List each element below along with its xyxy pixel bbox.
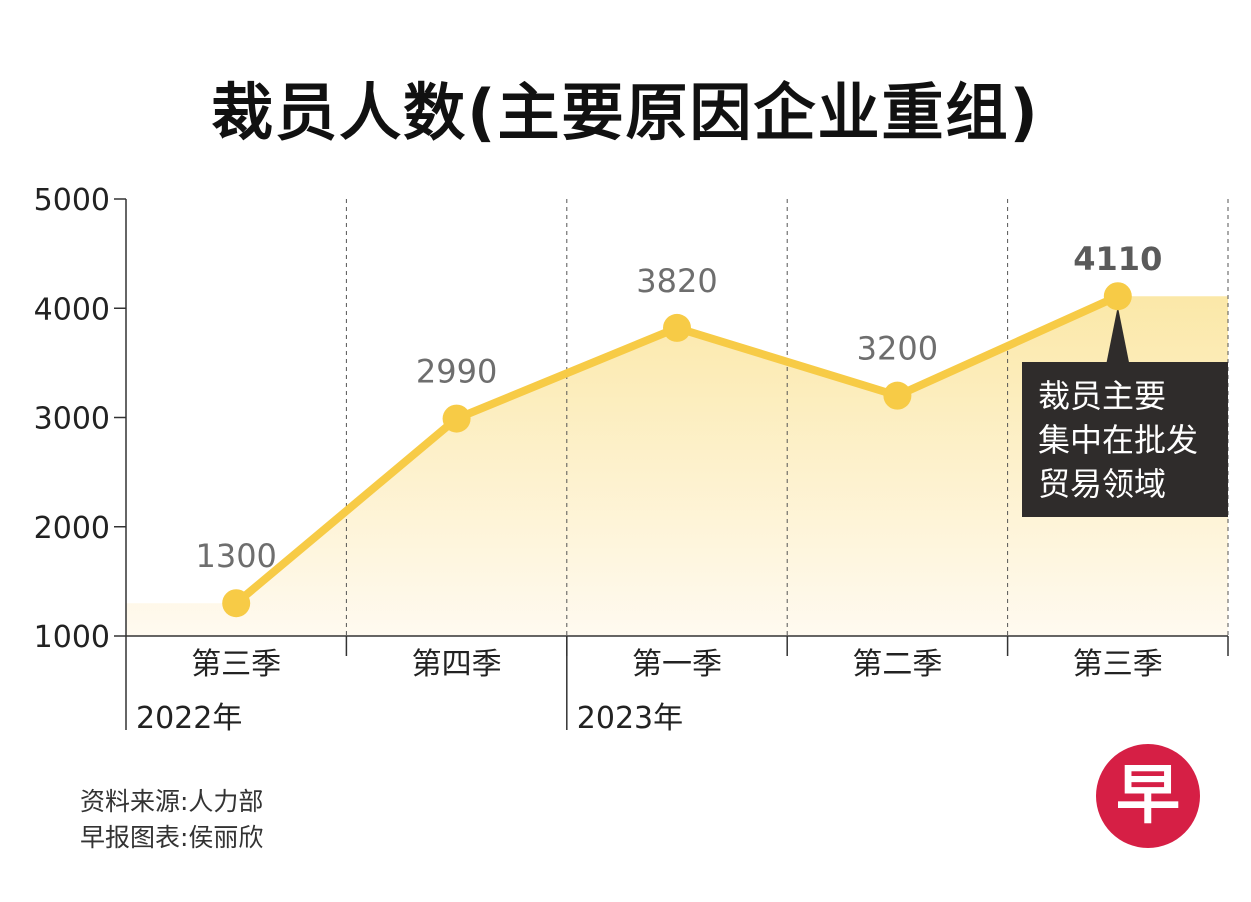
y-tick-label: 1000: [34, 620, 110, 655]
x-tick-label: 第一季: [632, 647, 722, 682]
x-tick-label: 第二季: [852, 647, 942, 682]
data-point: [1103, 282, 1132, 311]
y-tick-label: 5000: [34, 183, 110, 218]
callout-pointer: [1105, 306, 1130, 367]
y-tick-label: 2000: [34, 511, 110, 546]
annotation-box: 裁员主要 集中在批发 贸易领域: [1022, 362, 1228, 517]
x-tick-label: 第三季: [1073, 647, 1163, 682]
data-point: [663, 313, 691, 342]
data-label: 3820: [636, 262, 717, 300]
annotation-line: 贸易领域: [1038, 465, 1167, 503]
area-fill: [126, 296, 1228, 636]
data-label: 1300: [195, 537, 276, 575]
data-point: [222, 589, 251, 618]
source-note: 资料来源:人力部: [80, 787, 264, 816]
data-label: 4110: [1073, 240, 1162, 278]
annotation-line: 裁员主要: [1038, 377, 1167, 415]
chart-title: 裁员人数(主要原因企业重组): [211, 76, 1040, 149]
data-point: [883, 381, 912, 410]
annotation-line: 集中在批发: [1038, 421, 1199, 459]
data-label: 3200: [857, 330, 938, 368]
year-label: 2022年: [136, 701, 242, 736]
year-label: 2023年: [577, 701, 683, 736]
zaobao-logo: 早: [1096, 744, 1200, 848]
x-tick-label: 第四季: [412, 647, 502, 682]
y-tick-label: 3000: [34, 402, 110, 437]
data-point: [442, 404, 471, 433]
data-label: 2990: [416, 353, 497, 391]
credit-note: 早报图表:侯丽欣: [80, 823, 264, 852]
x-tick-label: 第三季: [191, 647, 281, 682]
y-tick-label: 4000: [34, 292, 110, 327]
